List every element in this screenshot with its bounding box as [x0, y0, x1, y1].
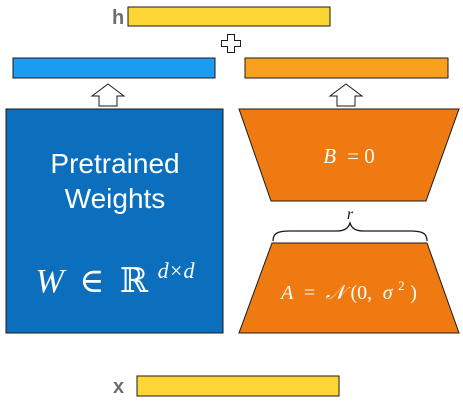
matrix-a-dist: 𝒩	[326, 282, 351, 304]
matrix-a-args-close: )	[410, 282, 417, 304]
rank-label: r	[347, 206, 354, 223]
adapter-output-vector	[244, 57, 449, 79]
formula-exponent: d×d	[158, 258, 196, 283]
matrix-b-formula: B = 0	[323, 144, 375, 168]
input-label: x	[113, 376, 124, 398]
matrix-a-block	[238, 242, 460, 334]
matrix-b-eq: = 0	[342, 144, 375, 168]
pretrained-up-arrow-icon	[90, 83, 126, 107]
matrix-a-args-open: (0,	[350, 282, 377, 304]
matrix-b-var: B	[323, 144, 336, 168]
matrix-a-sigma: σ	[383, 282, 394, 304]
plus-icon	[221, 34, 241, 53]
matrix-b-block	[238, 108, 460, 202]
pretrained-weights-block	[5, 108, 224, 334]
matrix-a-eq: =	[299, 282, 320, 304]
formula-w: W	[36, 263, 67, 300]
input-vector	[136, 375, 340, 397]
formula-in: ∈	[79, 263, 104, 300]
pretrained-title-line2: Weights	[65, 183, 166, 214]
matrix-a-sigma-exp: 2	[398, 278, 405, 293]
formula-reals: ℝ	[120, 263, 149, 300]
matrix-a-formula: A = 𝒩 (0, σ 2 )	[279, 273, 417, 304]
pretrained-title-line1: Pretrained	[50, 148, 179, 179]
adapter-up-arrow-icon	[328, 83, 364, 107]
output-vector	[127, 6, 331, 27]
pretrained-formula: W ∈ ℝ d×d	[36, 258, 196, 300]
pretrained-output-vector	[12, 57, 216, 79]
matrix-a-var: A	[279, 282, 294, 304]
rank-brace	[272, 220, 428, 242]
output-label: h	[112, 7, 124, 29]
